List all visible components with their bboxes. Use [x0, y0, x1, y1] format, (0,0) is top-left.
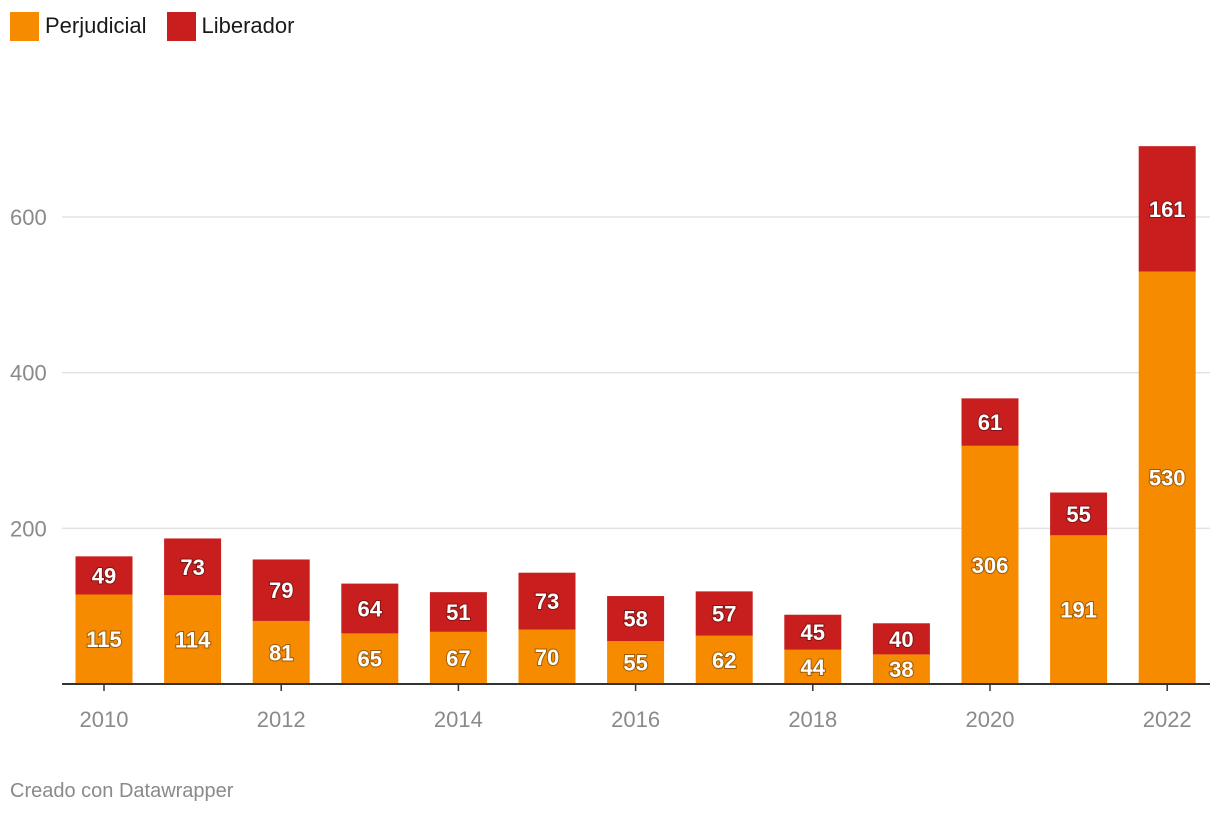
bar-liberador-2017: [695, 591, 753, 636]
bar-perjudicial-2012: [252, 620, 310, 684]
bars: [75, 146, 1196, 684]
bar-label-perjudicial-2021: 191: [1060, 598, 1097, 623]
x-tick-label-2016: 2016: [611, 707, 660, 732]
bar-label-perjudicial-2020: 306: [972, 553, 1009, 578]
x-tick-label-2018: 2018: [788, 707, 837, 732]
bar-perjudicial-2016: [607, 641, 665, 684]
bar-liberador-2021: [1050, 492, 1108, 536]
legend-label-liberador: Liberador: [201, 13, 295, 38]
bar-liberador-2013: [341, 583, 399, 634]
bar-label-liberador-2014: 51: [446, 600, 470, 625]
bar-perjudicial-2013: [341, 633, 399, 684]
bar-perjudicial-2020: [961, 445, 1019, 684]
y-tick-label-400: 400: [10, 361, 47, 386]
bar-label-perjudicial-2011: 114: [175, 628, 211, 653]
bar-label-perjudicial-2013: 65: [358, 647, 382, 672]
bar-label-perjudicial-2019: 38: [889, 657, 913, 682]
bar-label-perjudicial-2015: 70: [535, 645, 559, 670]
x-tick-label-2012: 2012: [257, 707, 306, 732]
x-tick-label-2020: 2020: [966, 707, 1015, 732]
bar-label-liberador-2021: 55: [1066, 502, 1090, 527]
footer-credit: Creado con Datawrapper: [10, 780, 234, 802]
bar-label-perjudicial-2010: 115: [86, 627, 122, 652]
bar-label-liberador-2013: 64: [358, 597, 383, 622]
bar-label-liberador-2016: 58: [623, 607, 647, 632]
x-tick-label-2014: 2014: [434, 707, 483, 732]
bar-label-perjudicial-2022: 530: [1149, 466, 1186, 491]
legend-swatch-liberador: [166, 11, 196, 41]
bar-liberador-2018: [784, 614, 842, 650]
bar-perjudicial-2017: [695, 635, 753, 684]
bar-liberador-2011: [164, 538, 222, 596]
bar-label-liberador-2010: 49: [92, 563, 116, 588]
bar-label-liberador-2020: 61: [978, 410, 1002, 435]
bar-value-labels: 115 49 114 73 81 79 65 64 67 51 70 73 55 58 62 57 44 45 38…: [85, 196, 1186, 683]
y-tick-label-600: 600: [10, 205, 47, 230]
bar-liberador-2015: [518, 572, 576, 630]
bar-label-perjudicial-2016: 55: [623, 651, 647, 676]
bar-label-liberador-2018: 45: [801, 620, 825, 645]
bar-perjudicial-2015: [518, 629, 576, 684]
bar-perjudicial-2018: [784, 649, 842, 684]
bar-label-liberador-2017: 57: [712, 602, 736, 627]
bar-label-perjudicial-2014: 67: [446, 646, 470, 671]
bar-perjudicial-2010: [75, 594, 133, 684]
y-tick-label-200: 200: [10, 516, 47, 541]
bar-label-perjudicial-2012: 81: [269, 640, 293, 665]
legend: Perjudicial Liberador: [10, 10, 314, 42]
legend-item-liberador: Liberador: [166, 11, 295, 41]
stacked-bar-chart: 115 49 114 73 81 79 65 64 67 51 70 73 55 58 62 57 44 45 38…: [10, 146, 1210, 732]
bar-perjudicial-2022: [1138, 271, 1196, 684]
bar-label-perjudicial-2017: 62: [712, 648, 736, 673]
axes: 200 400 600 2010 2012 2014 2016 2018 2020 2022: [10, 205, 1210, 732]
x-tick-label-2022: 2022: [1143, 707, 1192, 732]
bar-label-liberador-2015: 73: [535, 589, 559, 614]
bar-label-liberador-2011: 73: [180, 555, 204, 580]
legend-label-perjudicial: Perjudicial: [45, 13, 147, 38]
bar-liberador-2014: [429, 592, 487, 632]
x-tick-label-2010: 2010: [80, 707, 129, 732]
bar-label-perjudicial-2018: 44: [801, 655, 826, 680]
bar-label-liberador-2012: 79: [269, 578, 293, 603]
bar-liberador-2019: [872, 623, 930, 655]
gridlines: [62, 216, 1210, 530]
bar-perjudicial-2014: [429, 631, 487, 684]
bar-perjudicial-2019: [872, 654, 930, 684]
bar-label-liberador-2019: 40: [889, 627, 913, 652]
bar-liberador-2012: [252, 559, 310, 621]
legend-item-perjudicial: Perjudicial: [10, 11, 147, 41]
bar-perjudicial-2011: [164, 595, 222, 684]
legend-swatch-perjudicial: [10, 11, 39, 41]
bar-label-liberador-2022: 161: [1149, 197, 1186, 222]
bar-liberador-2020: [961, 398, 1019, 446]
bar-liberador-2016: [607, 596, 665, 642]
bar-liberador-2022: [1138, 146, 1196, 272]
bar-perjudicial-2021: [1050, 535, 1108, 684]
bar-liberador-2010: [75, 556, 133, 595]
